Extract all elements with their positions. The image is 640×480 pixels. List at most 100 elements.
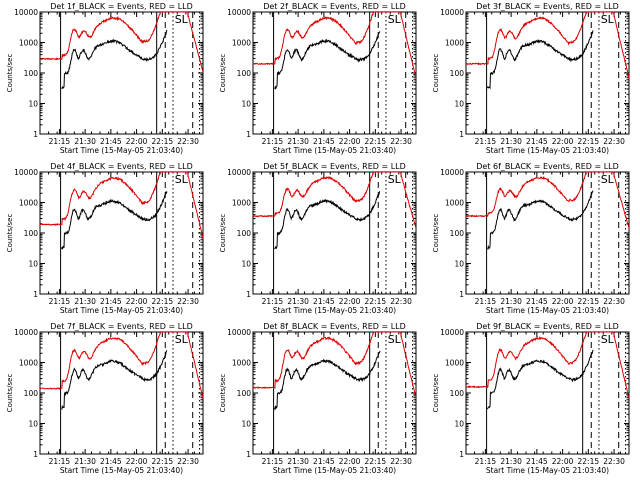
y-tick-label: 1000 (232, 39, 251, 48)
y-tick-label: 10 (454, 260, 464, 269)
x-axis-label: Start Time (15-May-05 21:03:40) (273, 306, 396, 315)
lld-series-line (466, 12, 629, 79)
x-tick-label: 21:45 (526, 297, 548, 306)
x-tick-label: 22:15 (365, 457, 387, 466)
sl-annotation: SL (175, 333, 189, 346)
x-tick-label: 21:45 (526, 457, 548, 466)
x-tick-label: 21:45 (100, 297, 122, 306)
y-tick-label: 1 (33, 450, 38, 459)
y-tick-label: 10 (241, 420, 251, 429)
x-tick-label: 21:30 (74, 137, 96, 146)
y-tick-label: 100 (237, 229, 252, 238)
events-series-line (486, 349, 594, 410)
detector-panel-6: Det 6f_BLACK = Events, RED = LLD 1 10 100 10… (432, 162, 630, 315)
events-series-line (273, 350, 381, 411)
x-tick-label: 22:00 (339, 297, 361, 306)
panel-title: Det 5f_BLACK = Events, RED = LLD (263, 162, 406, 171)
x-tick-label: 21:30 (287, 297, 309, 306)
x-tick-label: 21:30 (500, 457, 522, 466)
x-tick-label: 21:45 (100, 137, 122, 146)
x-axis-label: Start Time (15-May-05 21:03:40) (486, 146, 609, 155)
panel-data (466, 12, 629, 134)
x-tick-label: 21:15 (262, 457, 284, 466)
lld-series-line (466, 332, 629, 399)
y-axis-label: Counts/sec (432, 54, 440, 93)
sl-annotation: SL (601, 13, 615, 26)
x-axis-label: Start Time (15-May-05 21:03:40) (486, 306, 609, 315)
y-tick-label: 10000 (227, 168, 251, 177)
panel-title: Det 8f_BLACK = Events, RED = LLD (263, 322, 406, 331)
x-tick-label: 22:30 (390, 137, 412, 146)
x-tick-label: 21:45 (313, 457, 335, 466)
panel-title: Det 3f_BLACK = Events, RED = LLD (476, 2, 619, 11)
y-tick-label: 1 (33, 130, 38, 139)
y-tick-label: 10 (28, 100, 38, 109)
x-tick-label: 21:15 (49, 137, 71, 146)
x-tick-label: 21:45 (313, 297, 335, 306)
y-tick-label: 1 (459, 450, 464, 459)
y-axis-label: Counts/sec (6, 54, 14, 93)
panel-data (40, 172, 203, 294)
x-tick-label: 22:15 (365, 137, 387, 146)
y-tick-label: 100 (450, 229, 465, 238)
panel-data (253, 332, 416, 454)
x-tick-label: 22:15 (152, 137, 174, 146)
y-axis-label: Counts/sec (219, 374, 227, 413)
x-tick-label: 22:15 (578, 137, 600, 146)
x-tick-label: 21:45 (313, 137, 335, 146)
x-tick-label: 21:30 (74, 297, 96, 306)
x-tick-label: 21:30 (500, 137, 522, 146)
panel-data (253, 12, 416, 134)
y-tick-label: 1000 (232, 199, 251, 208)
x-tick-label: 21:15 (475, 297, 497, 306)
y-tick-label: 100 (24, 69, 39, 78)
detector-panel-9: Det 9f_BLACK = Events, RED = LLD 1 10 100 10… (432, 322, 630, 475)
y-axis-label: Counts/sec (219, 214, 227, 253)
y-tick-label: 1 (246, 130, 251, 139)
y-tick-label: 1 (459, 130, 464, 139)
y-axis-label: Counts/sec (432, 374, 440, 413)
y-tick-label: 100 (24, 229, 39, 238)
detector-panel-8: Det 8f_BLACK = Events, RED = LLD 1 10 100 10… (219, 322, 417, 475)
y-tick-label: 1000 (19, 199, 38, 208)
y-tick-label: 100 (237, 69, 252, 78)
events-series-line (487, 190, 594, 251)
x-tick-label: 22:00 (339, 137, 361, 146)
lld-series-line (253, 12, 416, 79)
y-axis-label: Counts/sec (219, 54, 227, 93)
x-tick-label: 22:30 (390, 457, 412, 466)
x-tick-label: 22:30 (603, 297, 625, 306)
detector-panel-2: Det 2f_BLACK = Events, RED = LLD 1 10 100 10… (219, 2, 417, 155)
y-axis-label: Counts/sec (6, 214, 14, 253)
y-tick-label: 1 (33, 290, 38, 299)
detector-panel-5: Det 5f_BLACK = Events, RED = LLD 1 10 100 10… (219, 162, 417, 315)
panel-title: Det 7f_BLACK = Events, RED = LLD (50, 322, 193, 331)
sl-annotation: SL (601, 333, 615, 346)
x-tick-label: 21:15 (262, 137, 284, 146)
y-tick-label: 1 (246, 290, 251, 299)
y-tick-label: 100 (237, 389, 252, 398)
y-tick-label: 1000 (445, 359, 464, 368)
panel-title: Det 4f_BLACK = Events, RED = LLD (50, 162, 193, 171)
y-axis-label: Counts/sec (6, 374, 14, 413)
x-axis-label: Start Time (15-May-05 21:03:40) (273, 466, 396, 475)
y-tick-label: 10000 (440, 328, 464, 337)
detector-panel-4: Det 4f_BLACK = Events, RED = LLD 1 10 100 10… (6, 162, 204, 315)
x-tick-label: 22:00 (552, 297, 574, 306)
sl-annotation: SL (175, 173, 189, 186)
x-tick-label: 22:30 (177, 297, 199, 306)
x-tick-label: 21:15 (262, 297, 284, 306)
lld-series-line (253, 332, 416, 399)
y-tick-label: 10000 (14, 328, 38, 337)
x-tick-label: 22:30 (177, 137, 199, 146)
lld-series-line (253, 172, 416, 229)
x-tick-label: 21:45 (100, 457, 122, 466)
y-axis-label: Counts/sec (432, 214, 440, 253)
y-tick-label: 10 (28, 420, 38, 429)
lld-series-line (40, 12, 203, 72)
x-tick-label: 22:30 (390, 297, 412, 306)
panel-title: Det 9f_BLACK = Events, RED = LLD (476, 322, 619, 331)
x-tick-label: 22:30 (603, 457, 625, 466)
events-series-line (486, 30, 594, 90)
x-tick-label: 22:15 (365, 297, 387, 306)
